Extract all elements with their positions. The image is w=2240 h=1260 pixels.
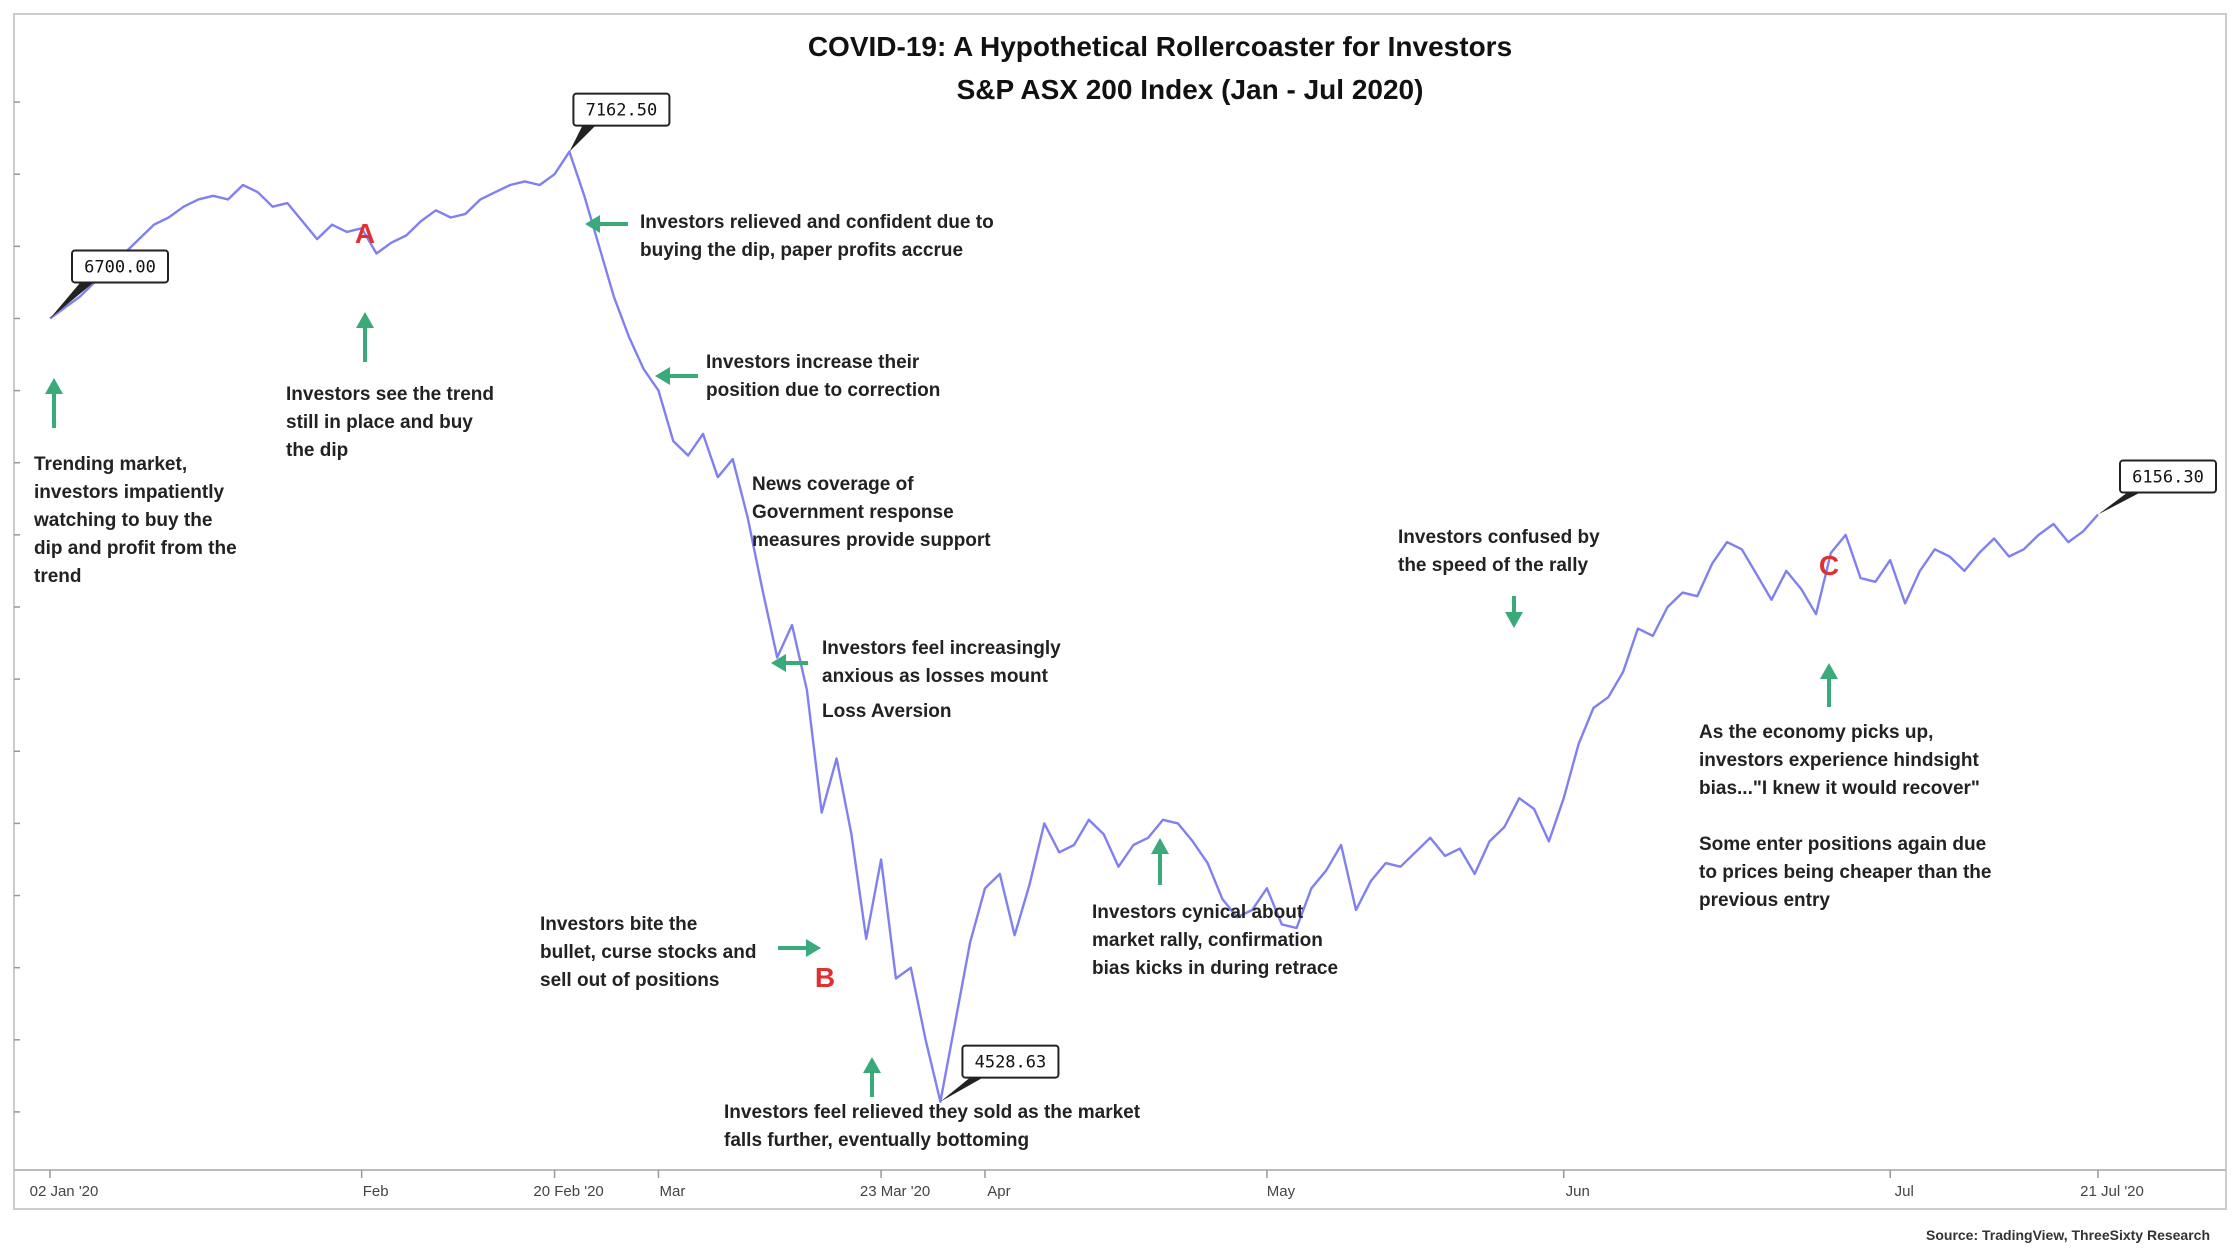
annotation-line: the speed of the rally [1398,555,1588,576]
annotation-trending: Trending market, investors impatiently w… [33,454,237,587]
x-tick-label: 23 Mar '20 [860,1183,930,1200]
annotation-line: the dip [286,440,348,461]
annotation-bite: Investors bite the bullet, curse stocks … [540,914,756,991]
callout-label: 6156.30 [2132,468,2204,488]
annotation-line: bias..."I knew it would recover" [1699,778,1980,799]
annotation-line: trend [34,566,82,587]
callout-4528.63: 4528.63 [940,1044,1060,1102]
annotation-line: Investors increase their [706,352,920,373]
annotation-line: investors experience hindsight [1699,750,1979,771]
callout-label: 6700.00 [84,257,156,277]
annotation-anxious: Investors feel increasingly anxious as l… [822,638,1061,722]
annotation-confused: Investors confused by the speed of the r… [1398,527,1600,576]
annotation-news: News coverage of Government response mea… [752,474,991,551]
callout-7162.50: 7162.50 [569,92,671,152]
x-tick-label: May [1267,1183,1296,1200]
annotation-line: Investors feel increasingly [822,638,1061,659]
annotation-line: Investors see the trend [286,384,494,405]
annotation-line: measures provide support [752,530,991,551]
x-tick-label: Apr [987,1183,1010,1200]
chart-title: COVID-19: A Hypothetical Rollercoaster f… [808,31,1512,62]
arrows [45,215,1838,1097]
value-callouts: 6700.00 7162.50 4528.63 6156.30 [50,92,2217,1102]
annotation-line: sell out of positions [540,970,719,991]
series-line-asx200 [49,150,2099,1103]
annotation-trend-dip: Investors see the trend still in place a… [286,384,494,461]
callout-pointer [50,280,96,319]
callout-pointer [2098,490,2144,515]
annotation-increase: Investors increase their position due to… [706,352,940,401]
annotation-line: Investors feel relieved they sold as the… [724,1102,1141,1123]
annotation-line: dip and profit from the [34,538,237,559]
annotation-line: Investors relieved and confident due to [640,212,994,233]
arrow-left-increase [655,367,698,385]
callout-box [961,1044,1060,1079]
arrow-up-bottom [863,1057,881,1097]
annotation-reenter: Some enter positions again due to prices… [1699,834,1991,911]
x-tick-label: Jun [1566,1183,1590,1200]
annotation-line: anxious as losses mount [822,666,1049,687]
annotation-line: Some enter positions again due [1699,834,1986,855]
x-tick-label: 20 Feb '20 [533,1183,603,1200]
marker-b: B [815,962,835,993]
annotation-relieved: Investors relieved and confident due to … [640,212,994,261]
x-tick-label: 02 Jan '20 [30,1183,99,1200]
arrow-left-relieved [585,215,628,233]
annotation-line: buying the dip, paper profits accrue [640,240,963,261]
chart-subtitle: S&P ASX 200 Index (Jan - Jul 2020) [957,74,1424,105]
annotation-line: watching to buy the [33,510,212,531]
chart-frame [13,13,2227,1210]
callout-pointer [940,1075,987,1102]
annotation-line: bias kicks in during retrace [1092,958,1338,979]
arrow-up-dip [356,312,374,362]
annotation-line: News coverage of [752,474,914,495]
arrow-up-cynical [1151,838,1169,885]
annotation-line: market rally, confirmation [1092,930,1323,951]
arrow-down-confused [1505,596,1523,628]
annotation-bottoming: Investors feel relieved they sold as the… [724,1102,1141,1151]
annotation-line: Investors bite the [540,914,697,935]
x-tick-label: 21 Jul '20 [2080,1183,2144,1200]
callout-box [2119,459,2217,494]
callout-label: 4528.63 [975,1053,1047,1073]
annotation-line: still in place and buy [286,412,473,433]
x-tick-label: Jul [1895,1183,1914,1200]
annotation-line: Government response [752,502,954,523]
annotation-line: Investors cynical about [1092,902,1304,923]
annotation-loss-aversion: Loss Aversion [822,701,952,722]
annotation-line: falls further, eventually bottoming [724,1130,1029,1151]
marker-c: C [1819,550,1839,581]
annotation-line: As the economy picks up, [1699,722,1933,743]
annotation-line: investors impatiently [34,482,224,503]
arrow-right-bite [778,939,821,957]
callout-pointer [569,123,598,152]
source-note: Source: TradingView, ThreeSixty Research [1926,1227,2210,1243]
x-tick-label: Feb [363,1183,389,1200]
annotation-line: to prices being cheaper than the [1699,862,1991,883]
marker-a: A [355,218,375,249]
annotation-line: position due to correction [706,380,940,401]
callout-6156.30: 6156.30 [2098,459,2217,515]
x-tick-label: Mar [660,1183,686,1200]
annotation-line: previous entry [1699,890,1830,911]
y-axis-ticks [14,101,20,1113]
annotation-hindsight: As the economy picks up, investors exper… [1699,722,1980,799]
annotation-line: bullet, curse stocks and [540,942,756,963]
annotation-line: Investors confused by [1398,527,1600,548]
callout-box [572,92,671,127]
x-axis-ticks: 02 Jan '20 Feb 20 Feb '20 Mar 23 Mar '20 Apr M… [30,1170,2144,1200]
arrow-up-trending [45,378,63,428]
annotation-cynical: Investors cynical about market rally, co… [1092,902,1338,979]
callout-6700.00: 6700.00 [50,249,169,319]
arrow-up-hindsight [1820,663,1838,707]
annotation-line: Trending market, [34,454,187,475]
callout-box [71,249,169,284]
callout-label: 7162.50 [586,101,658,121]
arrow-left-anxious [771,654,808,672]
